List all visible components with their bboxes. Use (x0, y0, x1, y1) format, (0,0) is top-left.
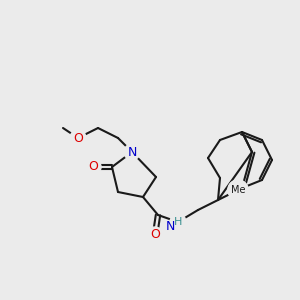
Text: N: N (127, 146, 137, 158)
Circle shape (70, 130, 86, 146)
Text: Me: Me (231, 185, 245, 195)
Text: H: H (174, 217, 182, 227)
Text: O: O (73, 131, 83, 145)
Circle shape (228, 180, 248, 200)
Text: O: O (88, 160, 98, 173)
Circle shape (228, 180, 248, 200)
Circle shape (170, 214, 186, 230)
Circle shape (124, 144, 140, 160)
Circle shape (85, 159, 101, 175)
Circle shape (147, 227, 163, 243)
Text: N: N (165, 220, 175, 233)
Text: O: O (150, 229, 160, 242)
